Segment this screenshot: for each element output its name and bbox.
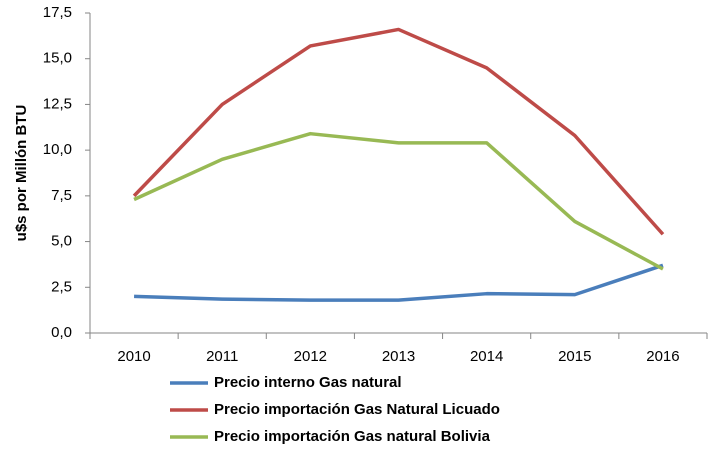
y-tick-label: 5,0: [51, 233, 72, 250]
y-tick-label: 7,5: [51, 187, 72, 204]
x-tick-label: 2015: [558, 348, 591, 365]
legend-label: Precio interno Gas natural: [214, 374, 402, 391]
x-tick-label: 2011: [206, 348, 238, 365]
x-tick-label: 2013: [382, 348, 415, 365]
legend-label: Precio importación Gas Natural Licuado: [214, 401, 500, 418]
series-line: [134, 263, 664, 302]
legend-label: Precio importación Gas natural Bolivia: [214, 428, 491, 445]
x-tick-label: 2010: [117, 348, 150, 365]
y-tick-label: 15,0: [43, 50, 72, 67]
series-line: [132, 27, 665, 236]
x-tick-label: 2014: [470, 348, 503, 365]
y-tick-label: 2,5: [51, 278, 72, 295]
y-tick-label: 10,0: [43, 141, 72, 158]
y-tick-label: 0,0: [51, 324, 72, 341]
y-tick-label: 12,5: [43, 95, 72, 112]
series-line: [133, 131, 664, 271]
x-tick-label: 2016: [646, 348, 679, 365]
y-axis-label: u$s por Millón BTU: [13, 105, 30, 242]
y-tick-label: 17,5: [43, 4, 72, 21]
x-tick-label: 2012: [294, 348, 327, 365]
